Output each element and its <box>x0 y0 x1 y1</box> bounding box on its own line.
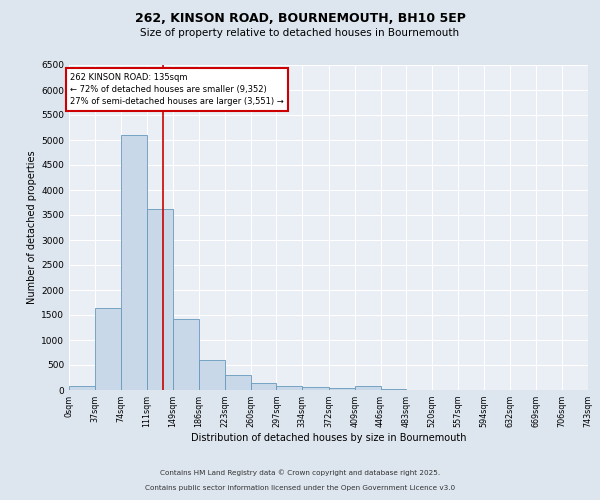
Bar <box>277 386 302 390</box>
Bar <box>69 386 95 390</box>
Bar <box>225 375 251 390</box>
Bar <box>121 135 146 390</box>
Text: Contains public sector information licensed under the Open Government Licence v3: Contains public sector information licen… <box>145 485 455 491</box>
Bar <box>329 388 355 390</box>
Bar <box>199 360 225 390</box>
Text: Size of property relative to detached houses in Bournemouth: Size of property relative to detached ho… <box>140 28 460 38</box>
Bar <box>302 387 329 390</box>
Bar <box>380 389 406 390</box>
Bar <box>95 308 121 390</box>
Bar <box>146 209 173 390</box>
Bar <box>355 386 380 390</box>
Y-axis label: Number of detached properties: Number of detached properties <box>27 150 37 304</box>
Bar <box>251 383 277 390</box>
Bar <box>173 319 199 390</box>
X-axis label: Distribution of detached houses by size in Bournemouth: Distribution of detached houses by size … <box>191 433 466 443</box>
Text: Contains HM Land Registry data © Crown copyright and database right 2025.: Contains HM Land Registry data © Crown c… <box>160 470 440 476</box>
Text: 262, KINSON ROAD, BOURNEMOUTH, BH10 5EP: 262, KINSON ROAD, BOURNEMOUTH, BH10 5EP <box>134 12 466 26</box>
Text: 262 KINSON ROAD: 135sqm
← 72% of detached houses are smaller (9,352)
27% of semi: 262 KINSON ROAD: 135sqm ← 72% of detache… <box>70 72 284 106</box>
